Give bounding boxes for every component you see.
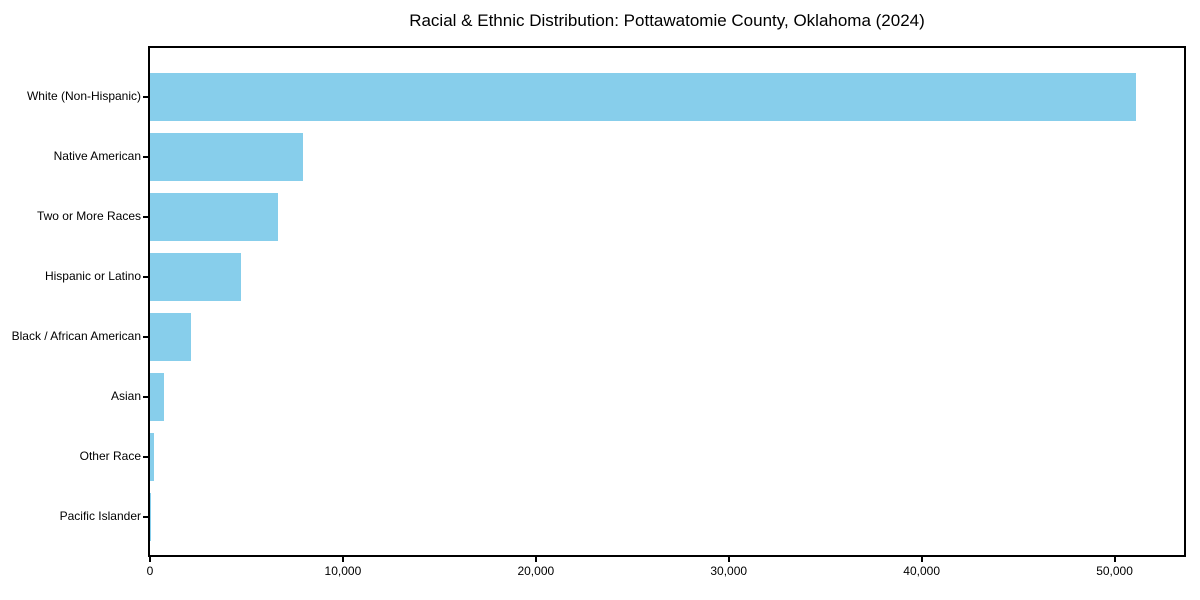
bar-two-or-more-races: [150, 193, 279, 241]
y-tick-mark: [143, 156, 148, 158]
x-tick-label: 0: [146, 564, 154, 578]
x-tick-mark: [1113, 557, 1116, 562]
x-tick-mark: [727, 557, 730, 562]
plot-area: [148, 46, 1186, 557]
x-tick-mark: [534, 557, 537, 562]
bar-asian: [150, 373, 164, 421]
y-tick-mark: [143, 396, 148, 398]
x-tick-mark: [920, 557, 923, 562]
x-tick-label: 10,000: [324, 564, 362, 578]
bar-black-african-american: [150, 313, 191, 361]
bar-native-american: [150, 133, 304, 181]
y-tick-mark: [143, 216, 148, 218]
y-tick-mark: [143, 336, 148, 338]
y-tick-mark: [143, 456, 148, 458]
y-tick-mark: [143, 276, 148, 278]
chart-title: Racial & Ethnic Distribution: Pottawatom…: [409, 11, 925, 30]
y-tick-label: White (Non-Hispanic): [26, 89, 141, 103]
y-tick-label: Native American: [53, 149, 141, 163]
y-tick-label: Asian: [110, 389, 141, 403]
y-tick-label: Other Race: [79, 449, 141, 463]
y-tick-mark: [143, 516, 148, 518]
x-tick-label: 30,000: [710, 564, 748, 578]
x-tick-mark: [341, 557, 344, 562]
y-tick-label: Black / African American: [11, 329, 141, 343]
y-tick-label: Pacific Islander: [59, 509, 141, 523]
y-tick-label: Hispanic or Latino: [44, 269, 141, 283]
bar-other-race: [150, 433, 154, 481]
x-tick-label: 20,000: [517, 564, 555, 578]
x-tick-mark: [149, 557, 151, 562]
x-tick-label: 50,000: [1096, 564, 1133, 578]
y-tick-mark: [143, 96, 148, 98]
bar-pacific-islander: [150, 493, 151, 541]
y-tick-label: Two or More Races: [36, 209, 141, 223]
bar-white-non-hispanic: [150, 73, 1136, 121]
bar-hispanic-or-latino: [150, 253, 241, 301]
x-tick-label: 40,000: [903, 564, 940, 578]
